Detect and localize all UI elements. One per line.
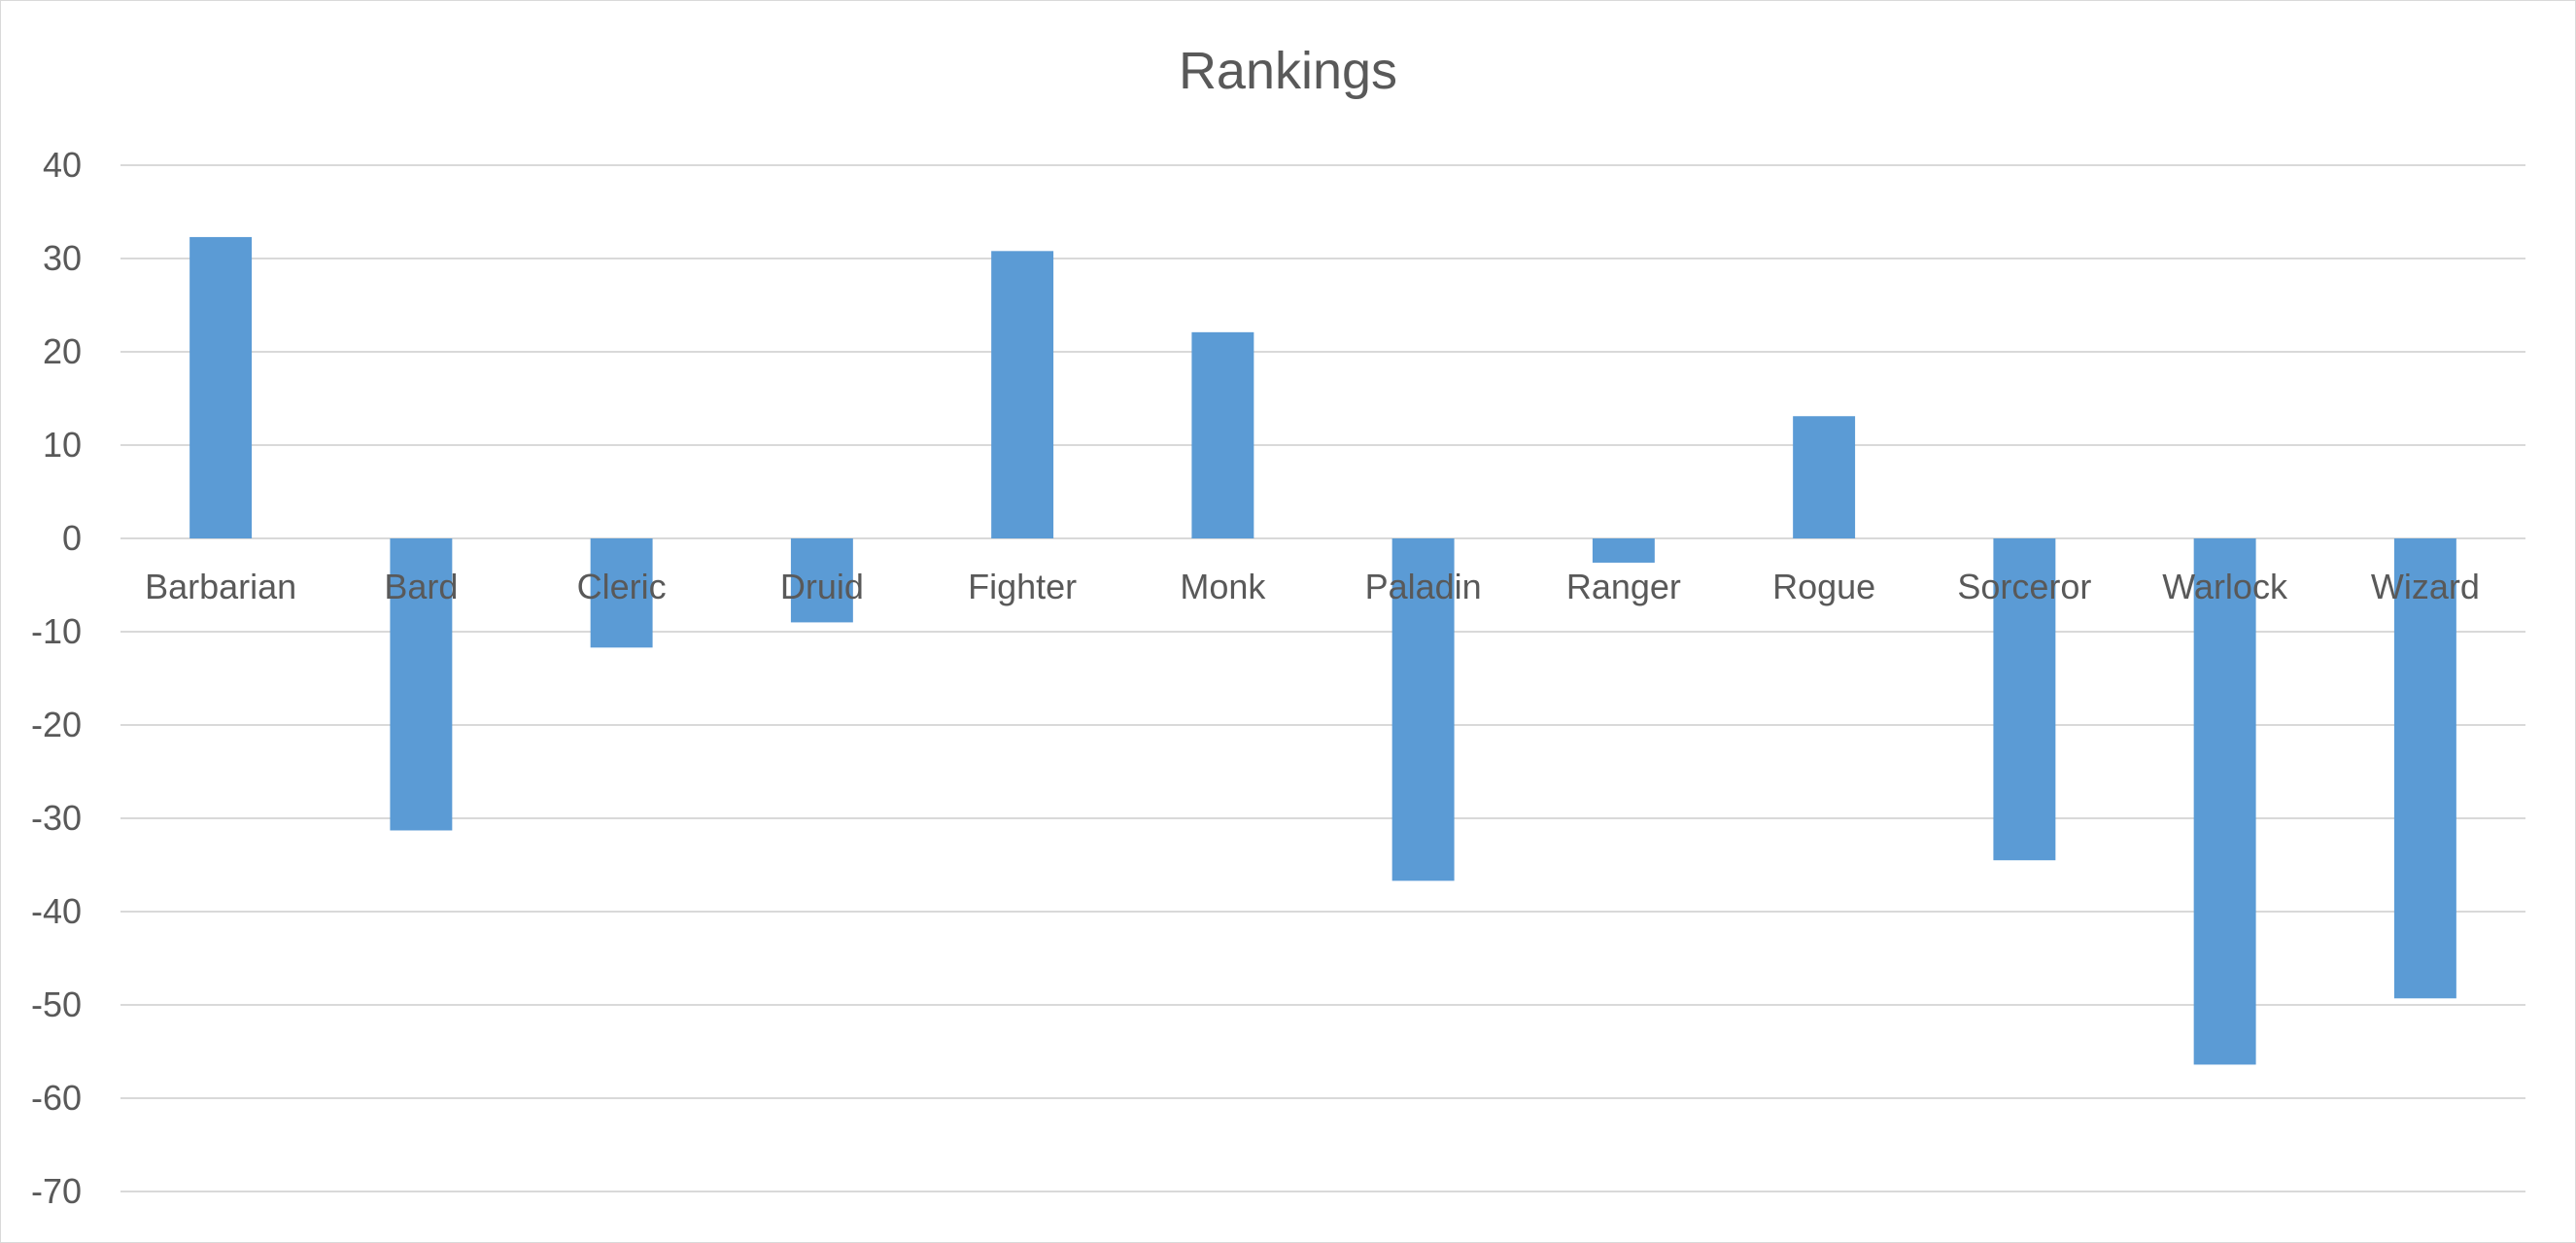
y-tick-label: 0 — [62, 518, 82, 558]
category-label-sorceror: Sorceror — [1957, 567, 2091, 606]
y-tick-label: -60 — [31, 1078, 82, 1118]
category-label-fighter: Fighter — [968, 567, 1077, 606]
category-label-ranger: Ranger — [1566, 567, 1681, 606]
bar-wizard — [2393, 538, 2456, 999]
bars — [189, 236, 2456, 1065]
y-tick-label: -30 — [31, 798, 82, 838]
bar-ranger — [1592, 538, 1655, 563]
bar-druid — [790, 538, 853, 623]
y-tick-label: -20 — [31, 705, 82, 744]
bar-paladin — [1391, 538, 1455, 881]
y-tick-label: -40 — [31, 891, 82, 931]
y-tick-label: 20 — [43, 331, 82, 371]
y-axis-tick-labels: 40 30 20 10 0 -10 -20 -30 -40 -50 -60 -70 — [31, 145, 82, 1211]
category-label-bard: Bard — [384, 567, 458, 606]
category-label-barbarian: Barbarian — [145, 567, 296, 606]
y-tick-label: 30 — [43, 238, 82, 278]
category-label-paladin: Paladin — [1365, 567, 1482, 606]
y-tick-label: 40 — [43, 145, 82, 185]
y-tick-label: -70 — [31, 1171, 82, 1211]
gridlines — [120, 164, 2525, 1192]
bar-barbarian — [189, 236, 253, 539]
bar-bard — [390, 538, 453, 831]
category-label-rogue: Rogue — [1772, 567, 1875, 606]
category-label-cleric: Cleric — [577, 567, 667, 606]
bar-monk — [1191, 331, 1254, 538]
bar-fighter — [991, 251, 1054, 538]
chart-title: Rankings — [1178, 42, 1398, 100]
bar-rogue — [1793, 416, 1856, 538]
y-tick-label: 10 — [43, 425, 82, 465]
category-label-wizard: Wizard — [2371, 567, 2480, 606]
category-label-warlock: Warlock — [2162, 567, 2288, 606]
bar-warlock — [2193, 538, 2256, 1065]
category-labels: Barbarian Bard Cleric Druid Fighter Monk Palad… — [145, 567, 2480, 606]
bar-cleric — [590, 538, 653, 648]
category-label-druid: Druid — [780, 567, 864, 606]
y-tick-label: -10 — [31, 611, 82, 651]
bar-sorceror — [1993, 538, 2056, 861]
y-tick-label: -50 — [31, 984, 82, 1024]
category-label-monk: Monk — [1180, 567, 1266, 606]
